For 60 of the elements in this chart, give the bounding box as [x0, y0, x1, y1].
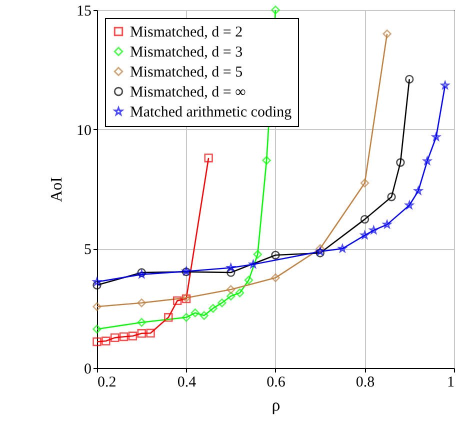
point: [200, 311, 208, 320]
point: [338, 244, 347, 252]
point: [226, 263, 236, 272]
point: [208, 304, 218, 313]
y-tick-label: 0: [84, 362, 92, 378]
point: [92, 277, 102, 286]
x-tick-label: 0.6: [266, 374, 286, 390]
point: [164, 313, 173, 322]
legend-label: Mismatched, d = 2: [130, 24, 243, 40]
point: [190, 308, 200, 318]
y-tick-label: 5: [84, 242, 92, 258]
point: [271, 250, 280, 260]
point: [262, 156, 271, 165]
point: [137, 268, 146, 277]
point: [226, 268, 236, 277]
x-axis-title: ρ: [272, 396, 280, 414]
point: [146, 328, 155, 338]
point: [102, 336, 110, 346]
y-tick-label: 10: [76, 122, 92, 139]
x-tick-label: 1: [447, 374, 454, 390]
point: [405, 74, 414, 84]
point: [137, 329, 146, 338]
point: [204, 154, 213, 162]
x-tick-label: 0.4: [177, 374, 197, 390]
point: [92, 324, 102, 334]
point: [316, 248, 324, 258]
point: [137, 318, 146, 327]
point: [316, 244, 324, 254]
point: [137, 298, 146, 308]
point: [226, 292, 236, 301]
legend-label: Matched arithmetic coding: [130, 104, 292, 120]
x-tick-label: 0.8: [356, 374, 375, 390]
point: [405, 200, 414, 209]
legend-label: Mismatched, d = 3: [130, 44, 243, 60]
point: [218, 298, 226, 308]
point: [172, 296, 182, 306]
point: [92, 337, 102, 346]
point: [396, 158, 405, 167]
y-axis-title: AoI: [48, 177, 66, 202]
legend-label: Mismatched, d = ∞: [130, 84, 246, 100]
point: [382, 30, 392, 38]
point: [110, 333, 120, 342]
point: [271, 6, 280, 14]
point: [360, 178, 370, 188]
point: [128, 332, 138, 340]
point: [92, 302, 102, 312]
point: [226, 285, 236, 294]
point: [271, 273, 280, 282]
point: [382, 220, 392, 228]
point: [387, 192, 396, 202]
point: [235, 288, 244, 298]
point: [92, 280, 102, 290]
point: [360, 214, 370, 224]
point: [182, 313, 191, 322]
x-tick-label: 0.2: [98, 374, 116, 390]
y-tick-label: 15: [76, 4, 92, 20]
point: [253, 250, 262, 259]
point: [119, 332, 128, 342]
point: [244, 276, 254, 285]
legend-label: Mismatched, d = 5: [130, 64, 243, 80]
